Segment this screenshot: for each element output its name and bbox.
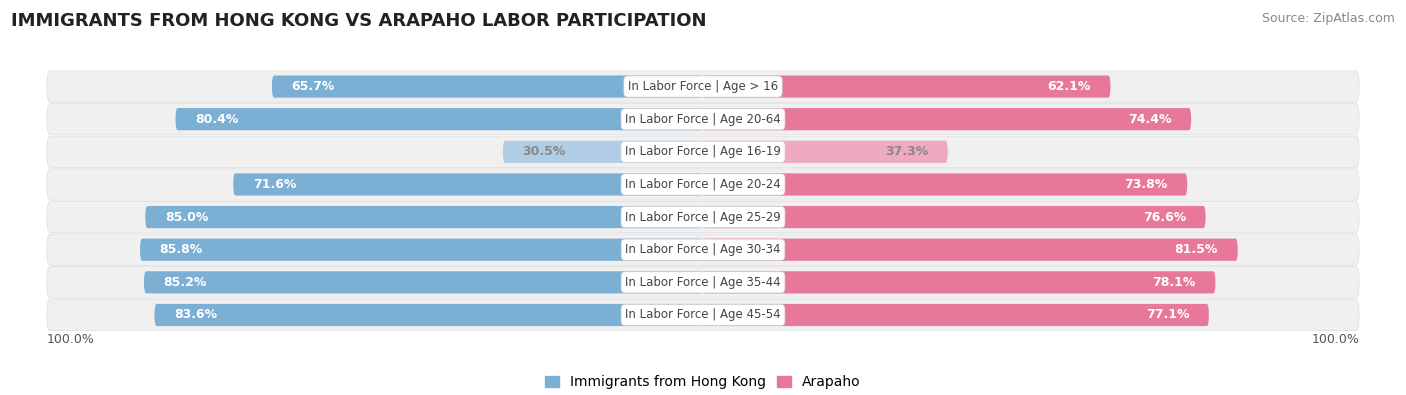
Text: 80.4%: 80.4%	[195, 113, 239, 126]
Text: In Labor Force | Age 20-64: In Labor Force | Age 20-64	[626, 113, 780, 126]
FancyBboxPatch shape	[145, 206, 703, 228]
FancyBboxPatch shape	[233, 173, 703, 196]
Text: IMMIGRANTS FROM HONG KONG VS ARAPAHO LABOR PARTICIPATION: IMMIGRANTS FROM HONG KONG VS ARAPAHO LAB…	[11, 12, 707, 30]
FancyBboxPatch shape	[703, 206, 1205, 228]
FancyBboxPatch shape	[176, 108, 703, 130]
FancyBboxPatch shape	[46, 234, 1360, 265]
FancyBboxPatch shape	[46, 136, 1360, 167]
Text: In Labor Force | Age 16-19: In Labor Force | Age 16-19	[626, 145, 780, 158]
Text: 77.1%: 77.1%	[1146, 308, 1189, 322]
Text: 74.4%: 74.4%	[1128, 113, 1171, 126]
Text: 81.5%: 81.5%	[1174, 243, 1218, 256]
FancyBboxPatch shape	[46, 201, 1360, 233]
FancyBboxPatch shape	[143, 271, 703, 293]
FancyBboxPatch shape	[703, 173, 1187, 196]
FancyBboxPatch shape	[703, 108, 1191, 130]
Text: 65.7%: 65.7%	[291, 80, 335, 93]
FancyBboxPatch shape	[703, 141, 948, 163]
Text: 71.6%: 71.6%	[253, 178, 297, 191]
FancyBboxPatch shape	[703, 239, 1237, 261]
Text: In Labor Force | Age 25-29: In Labor Force | Age 25-29	[626, 211, 780, 224]
FancyBboxPatch shape	[46, 103, 1360, 135]
Text: 100.0%: 100.0%	[46, 333, 94, 346]
Text: 30.5%: 30.5%	[523, 145, 567, 158]
FancyBboxPatch shape	[46, 169, 1360, 200]
FancyBboxPatch shape	[46, 267, 1360, 298]
Text: 85.2%: 85.2%	[163, 276, 207, 289]
FancyBboxPatch shape	[141, 239, 703, 261]
Text: 78.1%: 78.1%	[1153, 276, 1195, 289]
Text: In Labor Force | Age 30-34: In Labor Force | Age 30-34	[626, 243, 780, 256]
FancyBboxPatch shape	[155, 304, 703, 326]
Text: In Labor Force | Age 35-44: In Labor Force | Age 35-44	[626, 276, 780, 289]
Text: 76.6%: 76.6%	[1143, 211, 1185, 224]
FancyBboxPatch shape	[46, 71, 1360, 102]
FancyBboxPatch shape	[503, 141, 703, 163]
Text: 83.6%: 83.6%	[174, 308, 218, 322]
Text: 62.1%: 62.1%	[1047, 80, 1091, 93]
Text: 85.8%: 85.8%	[160, 243, 202, 256]
Text: 37.3%: 37.3%	[884, 145, 928, 158]
FancyBboxPatch shape	[271, 75, 703, 98]
Legend: Immigrants from Hong Kong, Arapaho: Immigrants from Hong Kong, Arapaho	[540, 370, 866, 395]
FancyBboxPatch shape	[703, 75, 1111, 98]
Text: 100.0%: 100.0%	[1312, 333, 1360, 346]
Text: Source: ZipAtlas.com: Source: ZipAtlas.com	[1261, 12, 1395, 25]
Text: In Labor Force | Age 20-24: In Labor Force | Age 20-24	[626, 178, 780, 191]
Text: 73.8%: 73.8%	[1125, 178, 1167, 191]
Text: In Labor Force | Age 45-54: In Labor Force | Age 45-54	[626, 308, 780, 322]
FancyBboxPatch shape	[46, 299, 1360, 331]
FancyBboxPatch shape	[703, 304, 1209, 326]
Text: 85.0%: 85.0%	[165, 211, 208, 224]
FancyBboxPatch shape	[703, 271, 1215, 293]
Text: In Labor Force | Age > 16: In Labor Force | Age > 16	[628, 80, 778, 93]
